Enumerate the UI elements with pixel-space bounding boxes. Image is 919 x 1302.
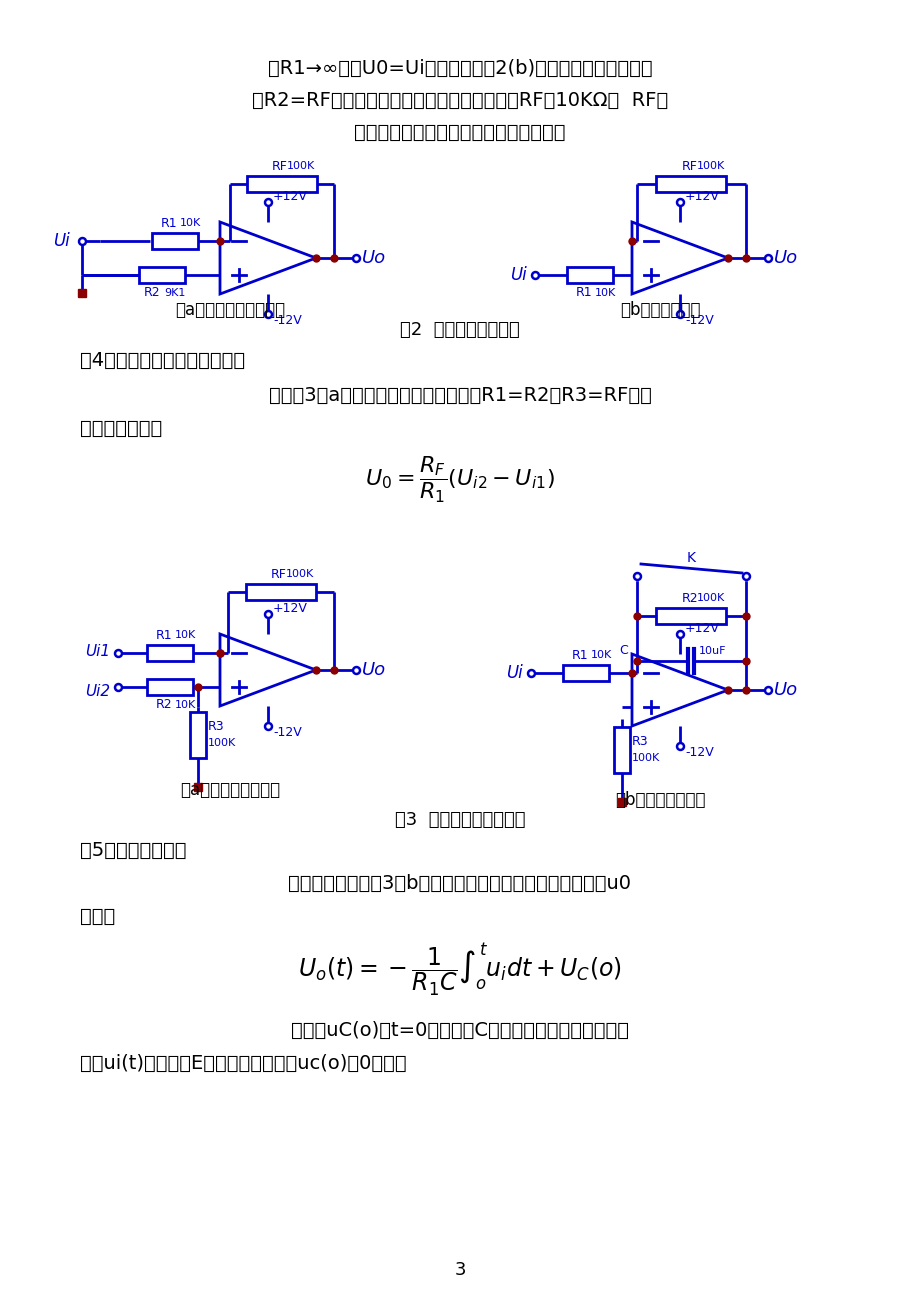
Text: Ui: Ui — [510, 266, 527, 284]
Text: 10K: 10K — [175, 630, 196, 641]
Bar — [152, 233, 198, 249]
Bar — [246, 176, 317, 191]
Text: 100K: 100K — [696, 161, 724, 171]
Text: R1: R1 — [572, 648, 588, 661]
Text: 9K1: 9K1 — [164, 288, 185, 298]
Text: 等于：: 等于： — [80, 906, 115, 926]
Text: R3: R3 — [208, 720, 224, 733]
Text: Uo: Uo — [773, 681, 798, 699]
Text: 如果ui(t)是幅值为E的阶跃电压，并设uc(o)＝0，则：: 如果ui(t)是幅值为E的阶跃电压，并设uc(o)＝0，则： — [80, 1053, 406, 1073]
Text: 100K: 100K — [208, 738, 236, 747]
Text: 100K: 100K — [287, 161, 315, 171]
Text: C: C — [618, 644, 627, 658]
Text: R3: R3 — [631, 736, 648, 749]
Text: +12V: +12V — [273, 190, 308, 203]
Text: （a）减法运算电路图: （a）减法运算电路图 — [180, 781, 279, 799]
Text: +12V: +12V — [273, 602, 308, 615]
Bar — [562, 665, 608, 681]
Text: RF: RF — [681, 160, 697, 172]
Text: +12V: +12V — [685, 190, 719, 203]
Bar — [190, 712, 206, 758]
Text: R2: R2 — [156, 698, 173, 711]
Text: 10K: 10K — [175, 699, 196, 710]
Text: -12V: -12V — [273, 314, 301, 327]
Bar — [245, 585, 315, 600]
Text: 对于图3（a）所示的减法运算电路，当R1=R2，R3=RF时，: 对于图3（a）所示的减法运算电路，当R1=R2，R3=RF时， — [268, 385, 651, 405]
Text: Uo: Uo — [773, 249, 798, 267]
Text: 有如下关系式：: 有如下关系式： — [80, 418, 162, 437]
Text: R1: R1 — [156, 629, 173, 642]
Text: -12V: -12V — [685, 314, 713, 327]
Text: $U_0=\dfrac{R_F}{R_1}(U_{i2}-U_{i1})$: $U_0=\dfrac{R_F}{R_1}(U_{i2}-U_{i1})$ — [365, 454, 554, 505]
Text: （a）同相比例运算电路: （a）同相比例运算电路 — [175, 301, 285, 319]
Text: 10uF: 10uF — [698, 646, 726, 656]
Text: R2: R2 — [144, 286, 161, 299]
Text: R2: R2 — [681, 591, 698, 604]
Text: （5）积分运算电路: （5）积分运算电路 — [80, 841, 187, 859]
Text: 式中，uC(o)是t=0时刻电容C两端的电压值，即初始值。: 式中，uC(o)是t=0时刻电容C两端的电压值，即初始值。 — [290, 1021, 629, 1039]
Text: 100K: 100K — [286, 569, 314, 579]
Text: 小起不到保护作用，太大则影响跟随性。: 小起不到保护作用，太大则影响跟随性。 — [354, 122, 565, 142]
Text: 当R1→∞时，U0=Ui，即得到如图2(b)所示的电压跟随器。图: 当R1→∞时，U0=Ui，即得到如图2(b)所示的电压跟随器。图 — [267, 59, 652, 78]
Text: K: K — [686, 551, 695, 565]
Text: -12V: -12V — [273, 725, 301, 738]
Text: $U_o(t)=-\dfrac{1}{R_1C}\int_o^{t}u_i dt+U_C(o)$: $U_o(t)=-\dfrac{1}{R_1C}\int_o^{t}u_i dt… — [298, 941, 621, 999]
Bar — [656, 176, 726, 191]
Bar — [566, 267, 612, 283]
Text: 3: 3 — [454, 1262, 465, 1279]
Text: （b）积分运算电路: （b）积分运算电路 — [614, 792, 705, 809]
Text: （4）差动放大电路（减法器）: （4）差动放大电路（减法器） — [80, 350, 244, 370]
Text: +12V: +12V — [685, 621, 719, 634]
Text: RF: RF — [271, 568, 287, 581]
Text: Uo: Uo — [361, 661, 386, 680]
Text: Ui: Ui — [505, 664, 522, 682]
Text: Ui: Ui — [53, 232, 70, 250]
Text: Ui2: Ui2 — [85, 685, 110, 699]
Text: 反相积分电路如图3（b）所示。在理想化条件下，输出电压u0: 反相积分电路如图3（b）所示。在理想化条件下，输出电压u0 — [289, 874, 630, 892]
Text: 100K: 100K — [631, 753, 660, 763]
Text: Ui1: Ui1 — [85, 643, 110, 659]
Bar — [139, 267, 185, 283]
Text: RF: RF — [272, 160, 288, 172]
Bar — [656, 608, 726, 624]
Text: 100K: 100K — [696, 592, 724, 603]
Bar — [147, 646, 193, 661]
Text: R1: R1 — [575, 286, 592, 299]
Bar — [613, 727, 630, 773]
Text: 10K: 10K — [595, 288, 616, 298]
Text: 中R2=RF，用以减小漂移和起保护作用。一般RF取10KΩ，  RF太: 中R2=RF，用以减小漂移和起保护作用。一般RF取10KΩ， RF太 — [252, 91, 667, 109]
Text: 图3  减法与积分运算电路: 图3 减法与积分运算电路 — [394, 811, 525, 829]
Text: 10K: 10K — [180, 219, 201, 228]
Text: R1: R1 — [161, 216, 177, 229]
Bar — [147, 678, 193, 695]
Text: （b）电压跟随器: （b）电压跟随器 — [619, 301, 699, 319]
Text: 图2  同相比例运算电路: 图2 同相比例运算电路 — [400, 322, 519, 339]
Text: -12V: -12V — [685, 746, 713, 759]
Text: 10K: 10K — [590, 650, 611, 660]
Text: Uo: Uo — [361, 249, 386, 267]
